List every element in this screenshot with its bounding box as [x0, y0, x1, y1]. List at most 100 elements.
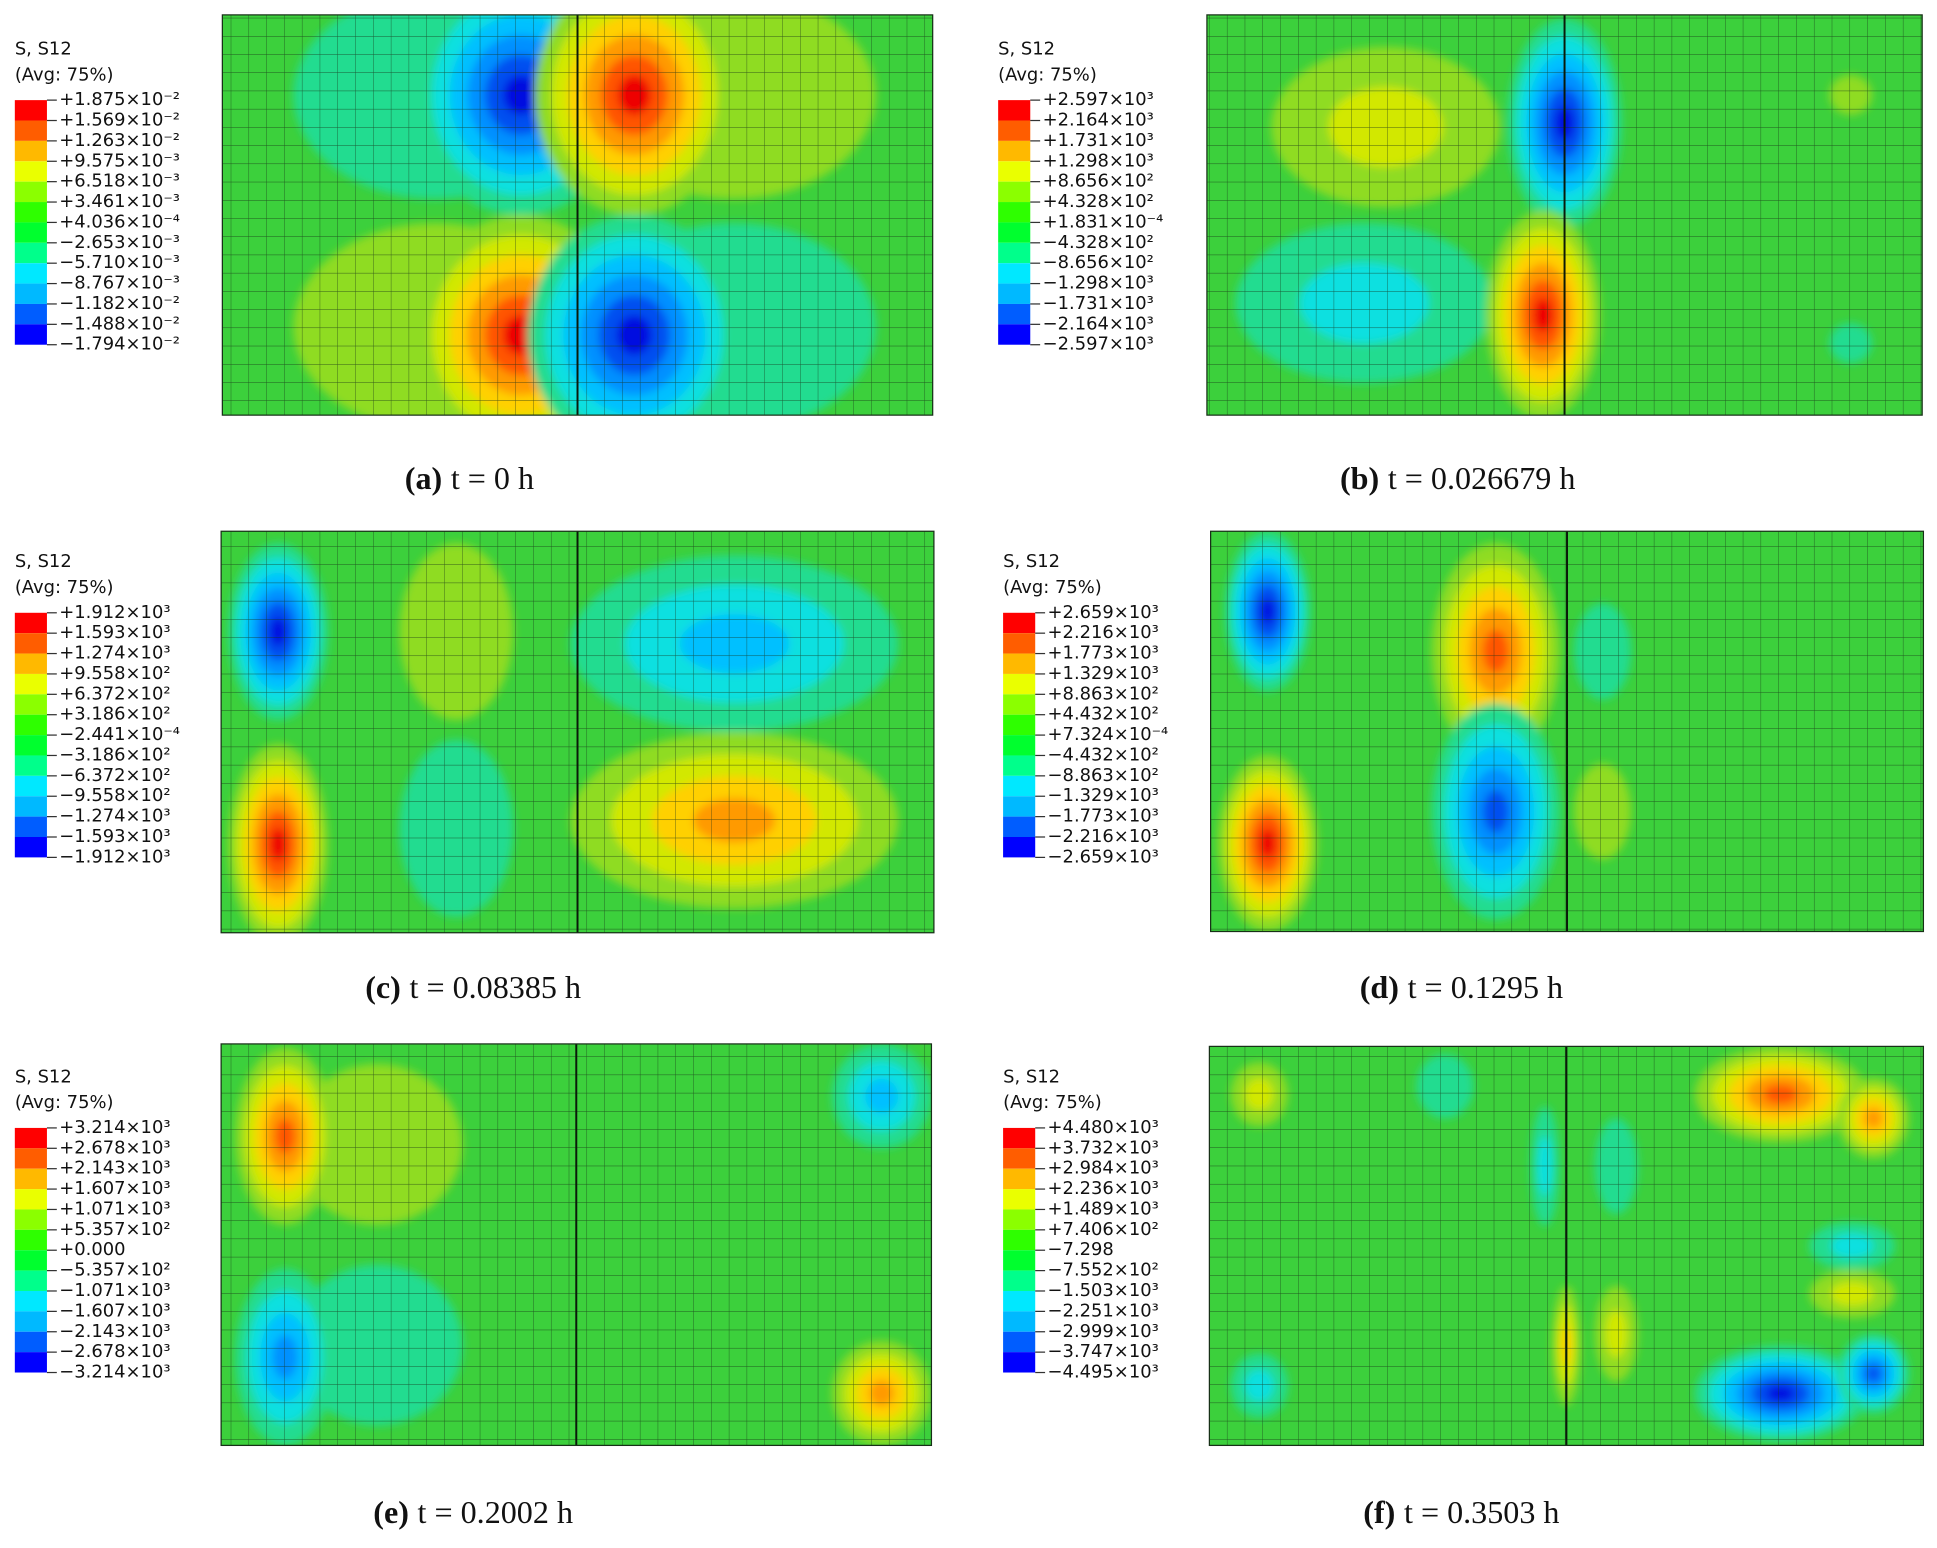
legend-label: −8.656×10²: [1043, 252, 1154, 273]
legend-band: [998, 120, 1031, 141]
legend-label: −1.298×10³: [1043, 273, 1154, 294]
panel: S, S12 (Avg: 75%) +3.214×10³+2.678×10³+2.1…: [14, 1043, 933, 1530]
legend-label: +2.984×10³: [1048, 1158, 1159, 1179]
legend-band: [1003, 673, 1036, 695]
legend-band: [1003, 1290, 1036, 1312]
legend-band: [14, 1311, 47, 1332]
legend-band: [14, 612, 47, 634]
legend-label: +2.216×10³: [1048, 622, 1159, 643]
legend-band: [14, 283, 47, 304]
legend-label: +6.372×10²: [59, 683, 170, 704]
legend-band: [998, 161, 1031, 182]
legend-band: [14, 1189, 47, 1210]
legend-label: +2.597×10³: [1043, 89, 1154, 110]
caption: (d) t = 0.1295 h: [1360, 969, 1563, 1005]
legend-label: +1.298×10³: [1043, 150, 1154, 171]
caption: (e) t = 0.2002 h: [373, 1494, 573, 1530]
legend-label: +9.558×10²: [59, 663, 170, 684]
caption-letter: (e): [373, 1494, 409, 1530]
legend-label: −4.328×10²: [1043, 232, 1154, 253]
legend-band: [14, 1250, 47, 1271]
panel: S, S12 (Avg: 75%) +2.597×10³+2.164×10³+1.7…: [998, 14, 1923, 496]
legend-band: [1003, 1148, 1036, 1169]
legend-label: −2.143×10³: [59, 1321, 170, 1342]
legend-band: [1003, 837, 1036, 858]
legend-label: −2.653×10⁻³: [59, 232, 180, 253]
legend-band: [1003, 796, 1036, 817]
legend-label: −1.794×10⁻²: [59, 334, 180, 355]
legend-label: −5.357×10²: [59, 1260, 170, 1281]
legend-band: [998, 202, 1031, 223]
legend-band: [14, 714, 47, 736]
plot-border: [220, 530, 935, 934]
legend-subtitle: (Avg: 75%): [15, 64, 114, 85]
caption-letter: (a): [405, 460, 442, 496]
legend-label: +3.461×10⁻³: [59, 191, 180, 212]
legend-label: −2.164×10³: [1043, 313, 1154, 334]
legend-label: +1.071×10³: [59, 1198, 170, 1219]
legend-band: [14, 120, 47, 141]
legend-band: [1003, 1352, 1036, 1373]
legend-band: [1003, 1311, 1036, 1332]
contour-plot: [1210, 531, 1924, 932]
legend-label: −1.912×10³: [59, 846, 170, 867]
legend-label: +1.831×10⁻⁴: [1043, 211, 1164, 232]
legend-label: +1.607×10³: [59, 1178, 170, 1199]
legend-label: +1.569×10⁻²: [59, 110, 180, 131]
legend-subtitle: (Avg: 75%): [15, 1092, 114, 1113]
legend-band: [1003, 735, 1036, 756]
legend-band: [14, 755, 47, 776]
legend-label: +2.236×10³: [1048, 1178, 1159, 1199]
legend-label: −1.329×10³: [1048, 785, 1159, 806]
contour-plot: [1206, 14, 1923, 416]
legend-band: [1003, 1209, 1036, 1230]
legend-label: +8.656×10²: [1043, 171, 1154, 192]
legend-label: −2.659×10³: [1048, 846, 1159, 867]
legend-subtitle: (Avg: 75%): [1003, 577, 1102, 598]
caption-text: t = 0.2002 h: [418, 1494, 573, 1530]
legend-label: −3.186×10²: [59, 744, 170, 765]
legend-label: −1.731×10³: [1043, 293, 1154, 314]
legend-band: [14, 673, 47, 695]
legend-band: [14, 633, 47, 654]
caption-letter: (c): [365, 969, 401, 1005]
legend-label: +3.732×10³: [1048, 1137, 1159, 1158]
caption-letter: (f): [1363, 1494, 1395, 1530]
legend-band: [14, 303, 47, 325]
legend-band: [1003, 612, 1036, 634]
legend-label: −1.488×10⁻²: [59, 313, 180, 334]
legend-band: [998, 324, 1031, 345]
legend-band: [998, 181, 1031, 203]
legend-band: [1003, 816, 1036, 838]
legend-band: [14, 242, 47, 264]
legend-band: [14, 1352, 47, 1373]
legend-label: −7.552×10²: [1048, 1260, 1159, 1281]
legend-band: [14, 1148, 47, 1169]
legend-label: +1.274×10³: [59, 643, 170, 664]
legend-band: [998, 140, 1031, 162]
plot-border: [1206, 14, 1923, 416]
legend-band: [14, 181, 47, 203]
legend-label: +4.328×10²: [1043, 191, 1154, 212]
legend-label: −1.182×10⁻²: [59, 293, 180, 314]
legend-title: S, S12: [15, 38, 72, 59]
legend-label: +2.143×10³: [59, 1158, 170, 1179]
legend-label: +4.432×10²: [1048, 704, 1159, 725]
legend-label: −2.251×10³: [1048, 1300, 1159, 1321]
legend-band: [1003, 1270, 1036, 1291]
legend-band: [1003, 775, 1036, 797]
legend-label: +1.731×10³: [1043, 130, 1154, 151]
caption-text: t = 0.3503 h: [1404, 1494, 1559, 1530]
caption: (f) t = 0.3503 h: [1363, 1494, 1559, 1530]
caption: (b) t = 0.026679 h: [1340, 460, 1575, 496]
legend-band: [14, 816, 47, 838]
panel: S, S12 (Avg: 75%) +1.875×10⁻²+1.569×10⁻²+1…: [14, 14, 934, 496]
legend-band: [1003, 694, 1036, 715]
legend-band: [1003, 1168, 1036, 1190]
legend-band: [14, 1270, 47, 1291]
caption-text: t = 0.08385 h: [410, 969, 582, 1005]
legend-band: [14, 1127, 47, 1149]
legend-band: [14, 837, 47, 858]
